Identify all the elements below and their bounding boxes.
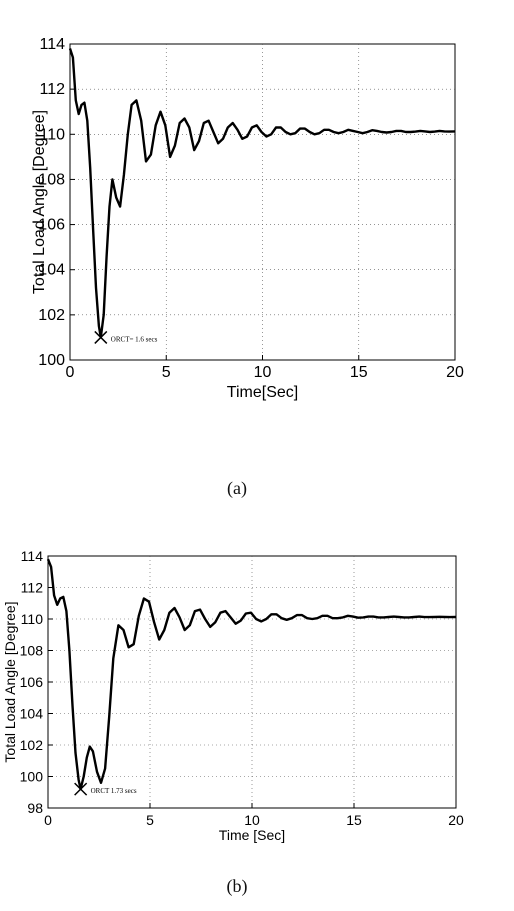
y-tick-label: 106 [20,674,44,690]
x-tick-label: 0 [66,364,75,381]
chart-b: 0 5 10 15 20 98 100 102 104 106 108 110 112 114 Time [… [2,548,464,843]
y-axis-label: Total Load Angle [Degree] [2,601,18,762]
annotation-label: ORCT 1.73 secs [91,787,137,795]
x-tick-label: 5 [162,364,171,381]
y-tick-label: 102 [38,307,65,324]
y-tick-label: 104 [38,262,65,279]
chart-panel-a: 0 5 10 15 20 100 102 104 106 108 110 112 114 Time[Sec… [31,36,464,401]
chart-a: 0 5 10 15 20 100 102 104 106 108 110 112 114 Time[Sec… [31,36,464,401]
y-tick-label: 112 [39,81,65,98]
x-axis-label: Time [Sec] [219,827,285,843]
series-line [46,558,457,791]
y-axis-label: Total Load Angle [Degree] [31,110,48,294]
y-tick-label: 108 [38,171,65,188]
y-tick-label: 108 [20,643,44,659]
series-line [68,48,456,339]
y-tick-label: 110 [39,126,65,143]
annotation-marker [94,330,108,344]
y-tick-label: 100 [20,769,44,785]
y-tick-label: 112 [21,580,44,596]
y-tick-label: 114 [39,36,65,53]
x-tick-label: 10 [244,812,260,828]
chart-panel-b: 0 5 10 15 20 98 100 102 104 106 108 110 112 114 Time [… [0,530,514,870]
y-tick-label: 110 [21,611,44,627]
y-tick-label: 104 [20,706,44,722]
caption-a: (a) [227,478,247,498]
y-tick-label: 102 [20,737,44,753]
x-tick-label: 15 [346,812,362,828]
x-tick-label: 15 [350,364,368,381]
y-tick-label: 98 [27,800,43,816]
x-tick-label: 10 [254,364,272,381]
x-tick-label: 5 [146,812,154,828]
x-axis-label: Time[Sec] [227,384,298,401]
annotation-label: ORCT= 1.6 secs [111,335,158,343]
annotation-marker [74,782,88,796]
x-tick-label: 20 [448,812,464,828]
caption-b: (b) [226,876,248,896]
y-tick-label: 100 [38,352,65,369]
y-tick-label: 106 [38,217,65,234]
x-tick-label: 0 [44,812,52,828]
x-tick-label: 20 [446,364,464,381]
y-tick-label: 114 [21,548,44,564]
